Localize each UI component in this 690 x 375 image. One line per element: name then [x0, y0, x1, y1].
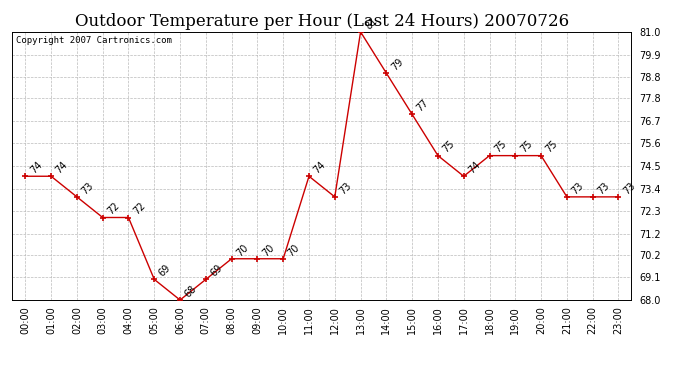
Text: 73: 73: [79, 180, 95, 196]
Text: 74: 74: [28, 160, 44, 176]
Text: 73: 73: [595, 180, 611, 196]
Text: 73: 73: [621, 180, 637, 196]
Text: 70: 70: [286, 242, 302, 258]
Text: 75: 75: [518, 139, 534, 155]
Text: 75: 75: [544, 139, 560, 155]
Text: 74: 74: [312, 160, 328, 176]
Text: 74: 74: [54, 160, 70, 176]
Text: 69: 69: [208, 263, 224, 279]
Text: 74: 74: [466, 160, 482, 176]
Text: 72: 72: [131, 201, 147, 217]
Text: 79: 79: [389, 57, 405, 72]
Text: 68: 68: [183, 284, 199, 299]
Text: 77: 77: [415, 98, 431, 114]
Text: 75: 75: [441, 139, 457, 155]
Text: 70: 70: [260, 242, 276, 258]
Text: 69: 69: [157, 263, 172, 279]
Text: 73: 73: [337, 180, 353, 196]
Text: 72: 72: [106, 201, 121, 217]
Text: 75: 75: [492, 139, 509, 155]
Text: Copyright 2007 Cartronics.com: Copyright 2007 Cartronics.com: [15, 36, 171, 45]
Text: 73: 73: [570, 180, 586, 196]
Text: 70: 70: [235, 242, 250, 258]
Text: 81: 81: [364, 15, 379, 31]
Title: Outdoor Temperature per Hour (Last 24 Hours) 20070726: Outdoor Temperature per Hour (Last 24 Ho…: [75, 13, 569, 30]
